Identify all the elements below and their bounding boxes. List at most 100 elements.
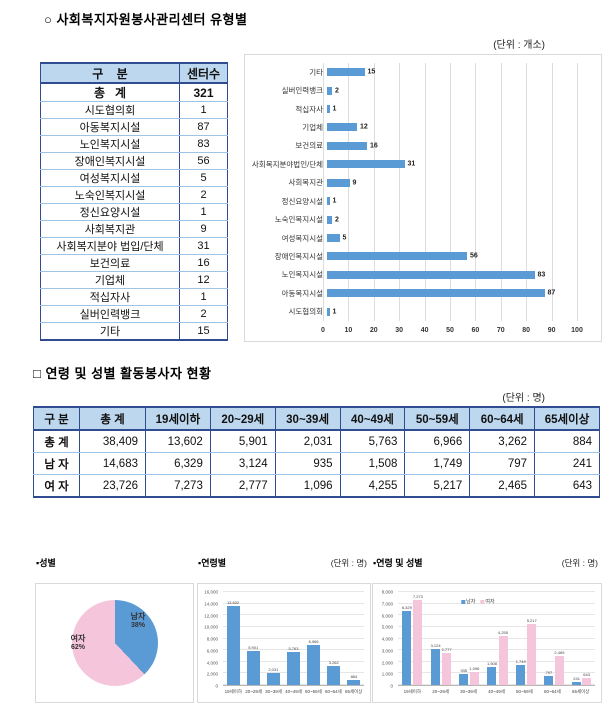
pie-male-pct: 38% — [130, 622, 145, 629]
bar — [516, 664, 526, 685]
bar-value-label: 2,465 — [554, 650, 565, 656]
hbar-category-label: 노인복지시설 — [281, 270, 323, 280]
gridline — [223, 649, 364, 651]
gridline — [373, 63, 375, 321]
cell-value: 5,217 — [404, 474, 471, 498]
bar-value-label: 15 — [367, 68, 376, 76]
x-tick-label: 60~64세 — [544, 689, 561, 694]
bar-value-label: 6,966 — [308, 638, 319, 644]
cell-value: 14,683 — [79, 452, 146, 475]
bar — [246, 650, 260, 685]
bar-value-label: 643 — [583, 671, 590, 677]
column-header: 60~64세 — [469, 406, 536, 431]
age-chart-title: ▪연령별 — [198, 558, 227, 568]
table-row: 노숙인복지시설 2 — [40, 186, 228, 204]
gender-pie-chart: 남자 38% 여자 62% — [35, 583, 194, 703]
bar — [402, 611, 412, 685]
bar-wrap: 3,262 — [327, 592, 341, 685]
pie-chart-title: ▪성별 — [36, 558, 56, 568]
gridline — [475, 63, 477, 321]
row-value: 31 — [179, 237, 228, 255]
axis-tick-label: 10 — [344, 327, 353, 334]
axis-tick-label: 20 — [369, 327, 378, 334]
table-row: 기타 15 — [40, 322, 228, 340]
hbar-x-axis: 0 10 20 30 40 50 60 70 80 90 100 — [321, 327, 583, 339]
x-tick-label: 40~49세 — [285, 689, 302, 694]
row-value: 321 — [179, 83, 228, 102]
y-tick-label: 1,000 — [381, 671, 393, 677]
gridline — [398, 684, 595, 685]
bar-value-label: 31 — [407, 160, 416, 168]
gridline — [500, 63, 502, 321]
bar-value-label: 1 — [332, 308, 337, 316]
column-header: 19세이하 — [145, 406, 211, 431]
bar — [327, 270, 535, 279]
x-tick-label: 19세이하 — [224, 689, 243, 694]
bar-value-label: 4,255 — [498, 629, 509, 635]
bar-value-label: 884 — [350, 673, 358, 679]
cell-value: 6,966 — [404, 429, 471, 453]
cell-value: 241 — [534, 452, 600, 475]
bar-group: 935 1,096 — [459, 592, 479, 685]
y-tick-label: 0 — [390, 683, 393, 689]
cell-value: 4,255 — [339, 474, 406, 498]
bar-value-label: 3,262 — [328, 660, 339, 666]
legend-item: 여자 — [480, 598, 495, 605]
bar-value-label: 2,777 — [441, 646, 452, 652]
column-header: 65세이상 — [534, 406, 600, 431]
x-tick-label: 65세이상 — [344, 689, 363, 694]
hbar-category-label: 적십자사 — [295, 104, 323, 114]
table-row: 노인복지시설 83 — [40, 135, 228, 153]
x-tick-label: 50~59세 — [305, 689, 322, 694]
bar-wrap: 6,966 — [307, 592, 321, 685]
table-row: 실버인력뱅크 2 — [40, 305, 228, 323]
bar-value-label: 241 — [573, 676, 580, 682]
axis-tick-label: 70 — [496, 327, 505, 334]
cell-value: 6,329 — [145, 452, 211, 475]
bar-group: 797 2,465 — [544, 592, 564, 685]
center-type-table: 구 분 센터수 총 계 321 시도협의회 1 아동복지시설 87 노인복지시설 83 장애인복… — [40, 62, 228, 341]
bar-value-label: 1,508 — [486, 661, 497, 667]
gridline — [424, 63, 426, 321]
section1-title: ○ 사회복지자원봉사관리센터 유형별 — [44, 12, 248, 27]
cell-value: 3,124 — [209, 452, 276, 475]
bar — [327, 86, 332, 95]
bar-value-label: 12 — [360, 123, 368, 131]
x-tick-label: 60~64세 — [325, 689, 342, 694]
bar-wrap: 643 — [582, 592, 592, 685]
y-tick-label: 7,000 — [381, 601, 393, 607]
row-value: 1 — [179, 288, 228, 306]
cell-value: 1,749 — [404, 452, 471, 475]
hbar-track: 12 — [327, 118, 577, 136]
cell-value: 2,031 — [274, 429, 341, 453]
row-label: 사회복지관 — [40, 220, 180, 238]
y-tick-label: 12,000 — [204, 613, 218, 618]
bar-value-label: 935 — [460, 668, 468, 674]
hbar-category-label: 정신요양시설 — [281, 196, 323, 206]
bar — [327, 307, 330, 316]
y-tick-label: 2,000 — [206, 671, 218, 677]
bar-group: 6,329 7,273 — [402, 592, 423, 685]
legend: 남자 여자 — [461, 598, 495, 605]
bar-wrap: 4,255 — [498, 592, 508, 685]
bar-wrap: 2,777 — [442, 592, 452, 685]
cell-value: 935 — [274, 452, 341, 475]
cell-value: 7,273 — [145, 474, 211, 498]
bar-group: 884 — [347, 592, 361, 685]
y-tick-label: 4,000 — [206, 660, 218, 665]
y-tick-label: 3,000 — [381, 648, 393, 654]
hbar-category-label: 사회복지분야법인/단체 — [251, 159, 323, 169]
bar — [469, 672, 479, 685]
row-label: 노숙인복지시설 — [40, 186, 180, 204]
row-value: 12 — [179, 271, 228, 289]
bar-value-label: 5,763 — [288, 645, 299, 651]
row-label: 총 계 — [40, 83, 180, 102]
row-value: 56 — [179, 152, 228, 170]
x-tick-label: 20~29세 — [245, 689, 262, 694]
row-label: 사회복지분야 법입/단체 — [40, 237, 180, 255]
row-label: 여성복지시설 — [40, 169, 180, 187]
hbar-track: 9 — [327, 174, 577, 192]
bar — [327, 289, 545, 298]
axis-tick-label: 90 — [547, 327, 556, 334]
